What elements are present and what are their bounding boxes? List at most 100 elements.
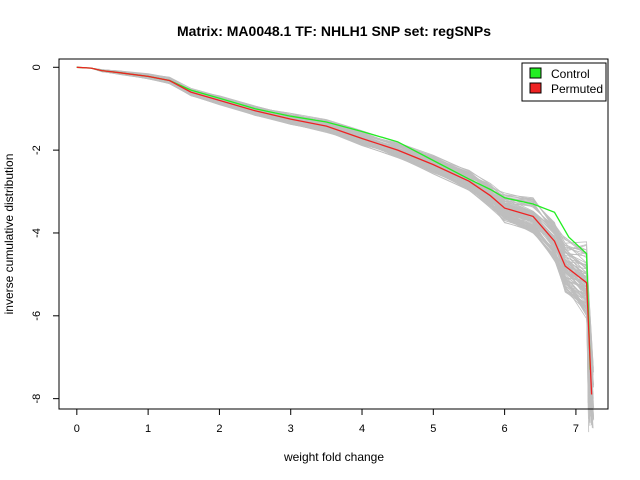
x-tick-label: 2 bbox=[216, 423, 222, 435]
permutation-line bbox=[76, 66, 592, 394]
y-axis: 0 -2 -4 -6 -8 bbox=[31, 64, 60, 404]
x-axis-label: weight fold change bbox=[283, 450, 384, 464]
permutation-line bbox=[76, 66, 591, 390]
permutation-line bbox=[76, 66, 590, 422]
y-tick-label: 0 bbox=[31, 64, 43, 70]
legend: Control Permuted bbox=[521, 62, 607, 102]
x-tick-label: 1 bbox=[145, 423, 151, 435]
permutation-band bbox=[76, 66, 595, 433]
permutation-line bbox=[76, 66, 589, 410]
permutation-line bbox=[76, 66, 590, 390]
permutation-line bbox=[76, 66, 593, 415]
permutation-line bbox=[76, 66, 593, 395]
permutation-line bbox=[76, 66, 589, 404]
permutation-line bbox=[76, 66, 591, 401]
permutation-line bbox=[76, 66, 592, 387]
permutation-line bbox=[76, 66, 589, 387]
permutation-line bbox=[76, 66, 591, 403]
permutation-line bbox=[76, 66, 592, 410]
permutation-line bbox=[76, 66, 593, 389]
permutation-line bbox=[76, 66, 589, 401]
permutation-line bbox=[76, 66, 591, 409]
y-axis-label: inverse cumulative distribution bbox=[2, 154, 16, 315]
permutation-line bbox=[76, 66, 594, 414]
permutation-line bbox=[76, 66, 594, 403]
permutation-line bbox=[76, 66, 590, 409]
permutation-line bbox=[76, 66, 590, 390]
permutation-line bbox=[76, 66, 592, 391]
permutation-line bbox=[76, 66, 590, 384]
permutation-line bbox=[76, 66, 593, 427]
permutation-line bbox=[76, 66, 594, 421]
permutation-line bbox=[76, 66, 591, 396]
permutation-line bbox=[76, 66, 593, 399]
permutation-line bbox=[76, 66, 591, 423]
permutation-line bbox=[76, 66, 590, 391]
permutation-line bbox=[76, 66, 592, 415]
y-tick-label: -8 bbox=[31, 394, 43, 404]
permutation-line bbox=[76, 66, 591, 377]
x-tick-label: 3 bbox=[288, 423, 294, 435]
legend-label-control: Control bbox=[551, 67, 590, 81]
permutation-line bbox=[76, 66, 591, 405]
x-tick-label: 0 bbox=[74, 423, 80, 435]
permutation-line bbox=[76, 66, 594, 399]
permutation-line bbox=[76, 66, 593, 400]
permutation-line bbox=[76, 66, 592, 387]
permutation-line bbox=[76, 66, 594, 419]
x-tick-label: 4 bbox=[359, 423, 365, 435]
permutation-line bbox=[76, 66, 591, 423]
permutation-line bbox=[76, 66, 592, 426]
permutation-line bbox=[76, 66, 594, 429]
permutation-line bbox=[76, 66, 591, 400]
permutation-line bbox=[76, 66, 593, 429]
permutation-line bbox=[76, 66, 591, 412]
x-axis: 0 1 2 3 4 5 6 7 bbox=[74, 408, 579, 435]
permutation-line bbox=[76, 66, 594, 419]
permutation-line bbox=[76, 66, 590, 399]
permutation-line bbox=[76, 66, 594, 390]
y-tick-label: -2 bbox=[31, 145, 43, 155]
y-tick-label: -4 bbox=[31, 228, 43, 238]
permutation-line bbox=[76, 66, 589, 419]
permutation-line bbox=[76, 66, 592, 414]
permutation-line bbox=[76, 66, 592, 417]
permutation-line bbox=[76, 66, 590, 423]
permutation-line bbox=[76, 66, 593, 416]
permutation-line bbox=[76, 66, 592, 394]
permutation-line bbox=[76, 66, 595, 409]
permutation-line bbox=[76, 66, 590, 386]
x-tick-label: 6 bbox=[502, 423, 508, 435]
plot-frame bbox=[58, 58, 609, 410]
chart-title: Matrix: MA0048.1 TF: NHLH1 SNP set: regS… bbox=[177, 23, 491, 39]
permutation-line bbox=[76, 66, 595, 420]
permutation-line bbox=[76, 66, 593, 405]
permutation-line bbox=[76, 66, 590, 406]
legend-swatch-permuted bbox=[529, 82, 542, 94]
permutation-line bbox=[76, 66, 591, 426]
permutation-line bbox=[76, 66, 589, 404]
series-layer bbox=[76, 66, 593, 395]
permutation-line bbox=[76, 66, 589, 393]
permutation-line bbox=[76, 66, 591, 396]
permutation-line bbox=[76, 66, 592, 414]
permutation-line bbox=[76, 66, 593, 397]
y-tick-label: -6 bbox=[31, 311, 43, 321]
legend-swatch-control bbox=[529, 67, 542, 79]
permutation-line bbox=[76, 66, 591, 404]
permutation-line bbox=[76, 66, 591, 391]
permutation-line bbox=[76, 66, 591, 423]
permutation-line bbox=[76, 66, 590, 399]
permutation-line bbox=[76, 66, 592, 407]
permutation-line bbox=[76, 66, 594, 387]
x-tick-label: 5 bbox=[430, 423, 436, 435]
permutation-line bbox=[76, 66, 590, 410]
permutation-line bbox=[76, 66, 593, 382]
permutation-line bbox=[76, 66, 594, 388]
permutation-line bbox=[76, 66, 593, 408]
series-line-permuted bbox=[76, 66, 593, 395]
legend-label-permuted: Permuted bbox=[551, 82, 603, 96]
permutation-line bbox=[76, 66, 594, 418]
permutation-line bbox=[76, 66, 590, 411]
